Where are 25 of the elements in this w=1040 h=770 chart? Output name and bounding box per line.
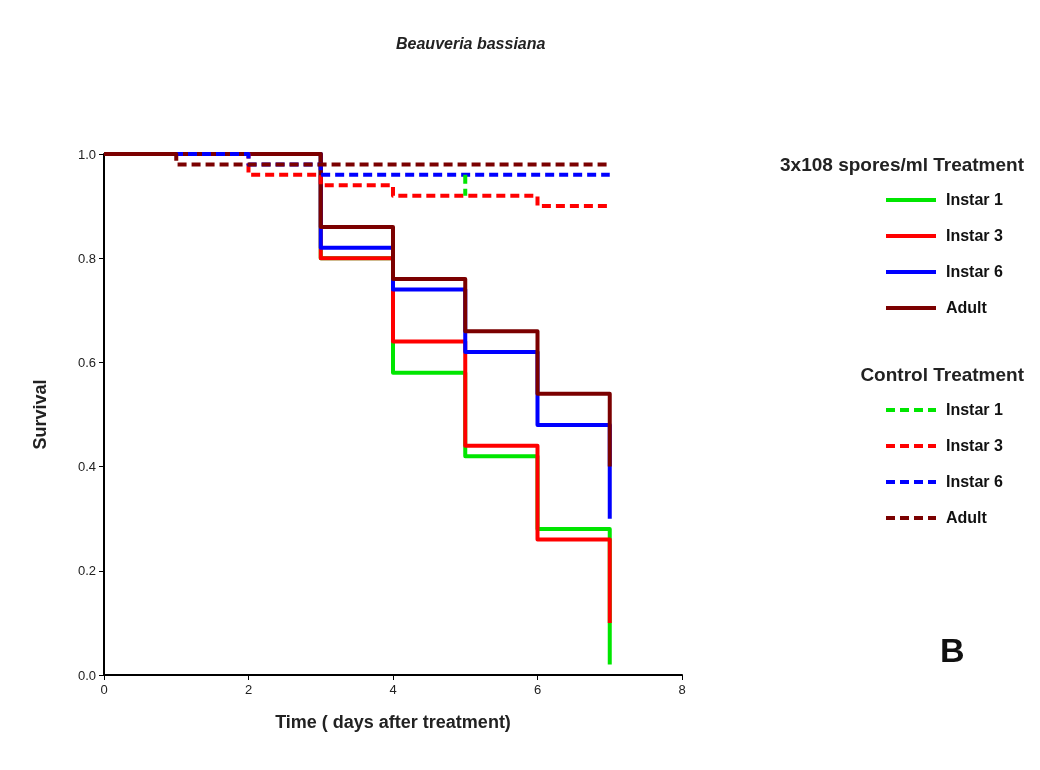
x-tick-label: 2 [244, 682, 253, 697]
legend-label: Adult [946, 298, 988, 316]
y-tick-label: 0.8 [77, 250, 96, 266]
y-tick-label: 0.0 [77, 667, 96, 683]
y-axis-title: Survival [30, 379, 50, 450]
x-tick-label: 6 [533, 682, 542, 697]
legend-label: Instar 1 [946, 190, 1004, 208]
y-tick-label: 0.2 [77, 563, 96, 579]
legend-label: Instar 6 [946, 262, 1004, 280]
y-tick-label: 0.6 [77, 354, 96, 370]
x-tick-label: 0 [100, 682, 108, 697]
legend-label: Adult [946, 508, 988, 526]
y-tick-label: 0.4 [77, 459, 96, 475]
legend-label: Instar 6 [946, 472, 1004, 490]
x-axis-title: Time ( days after treatment) [275, 712, 511, 732]
legend-label: Instar 3 [946, 436, 1004, 454]
x-tick-label: 8 [678, 682, 686, 697]
chart-title: Beauveria bassiana [396, 34, 546, 52]
legend-label: Instar 3 [946, 226, 1004, 244]
text: 3x108 spores/ml Treatment [780, 154, 1025, 175]
text: B [940, 631, 965, 669]
legend-label: Instar 1 [946, 400, 1004, 418]
x-tick-label: 4 [389, 682, 397, 697]
y-tick-label: 1.0 [77, 146, 96, 162]
text: Control Treatment [860, 364, 1025, 385]
